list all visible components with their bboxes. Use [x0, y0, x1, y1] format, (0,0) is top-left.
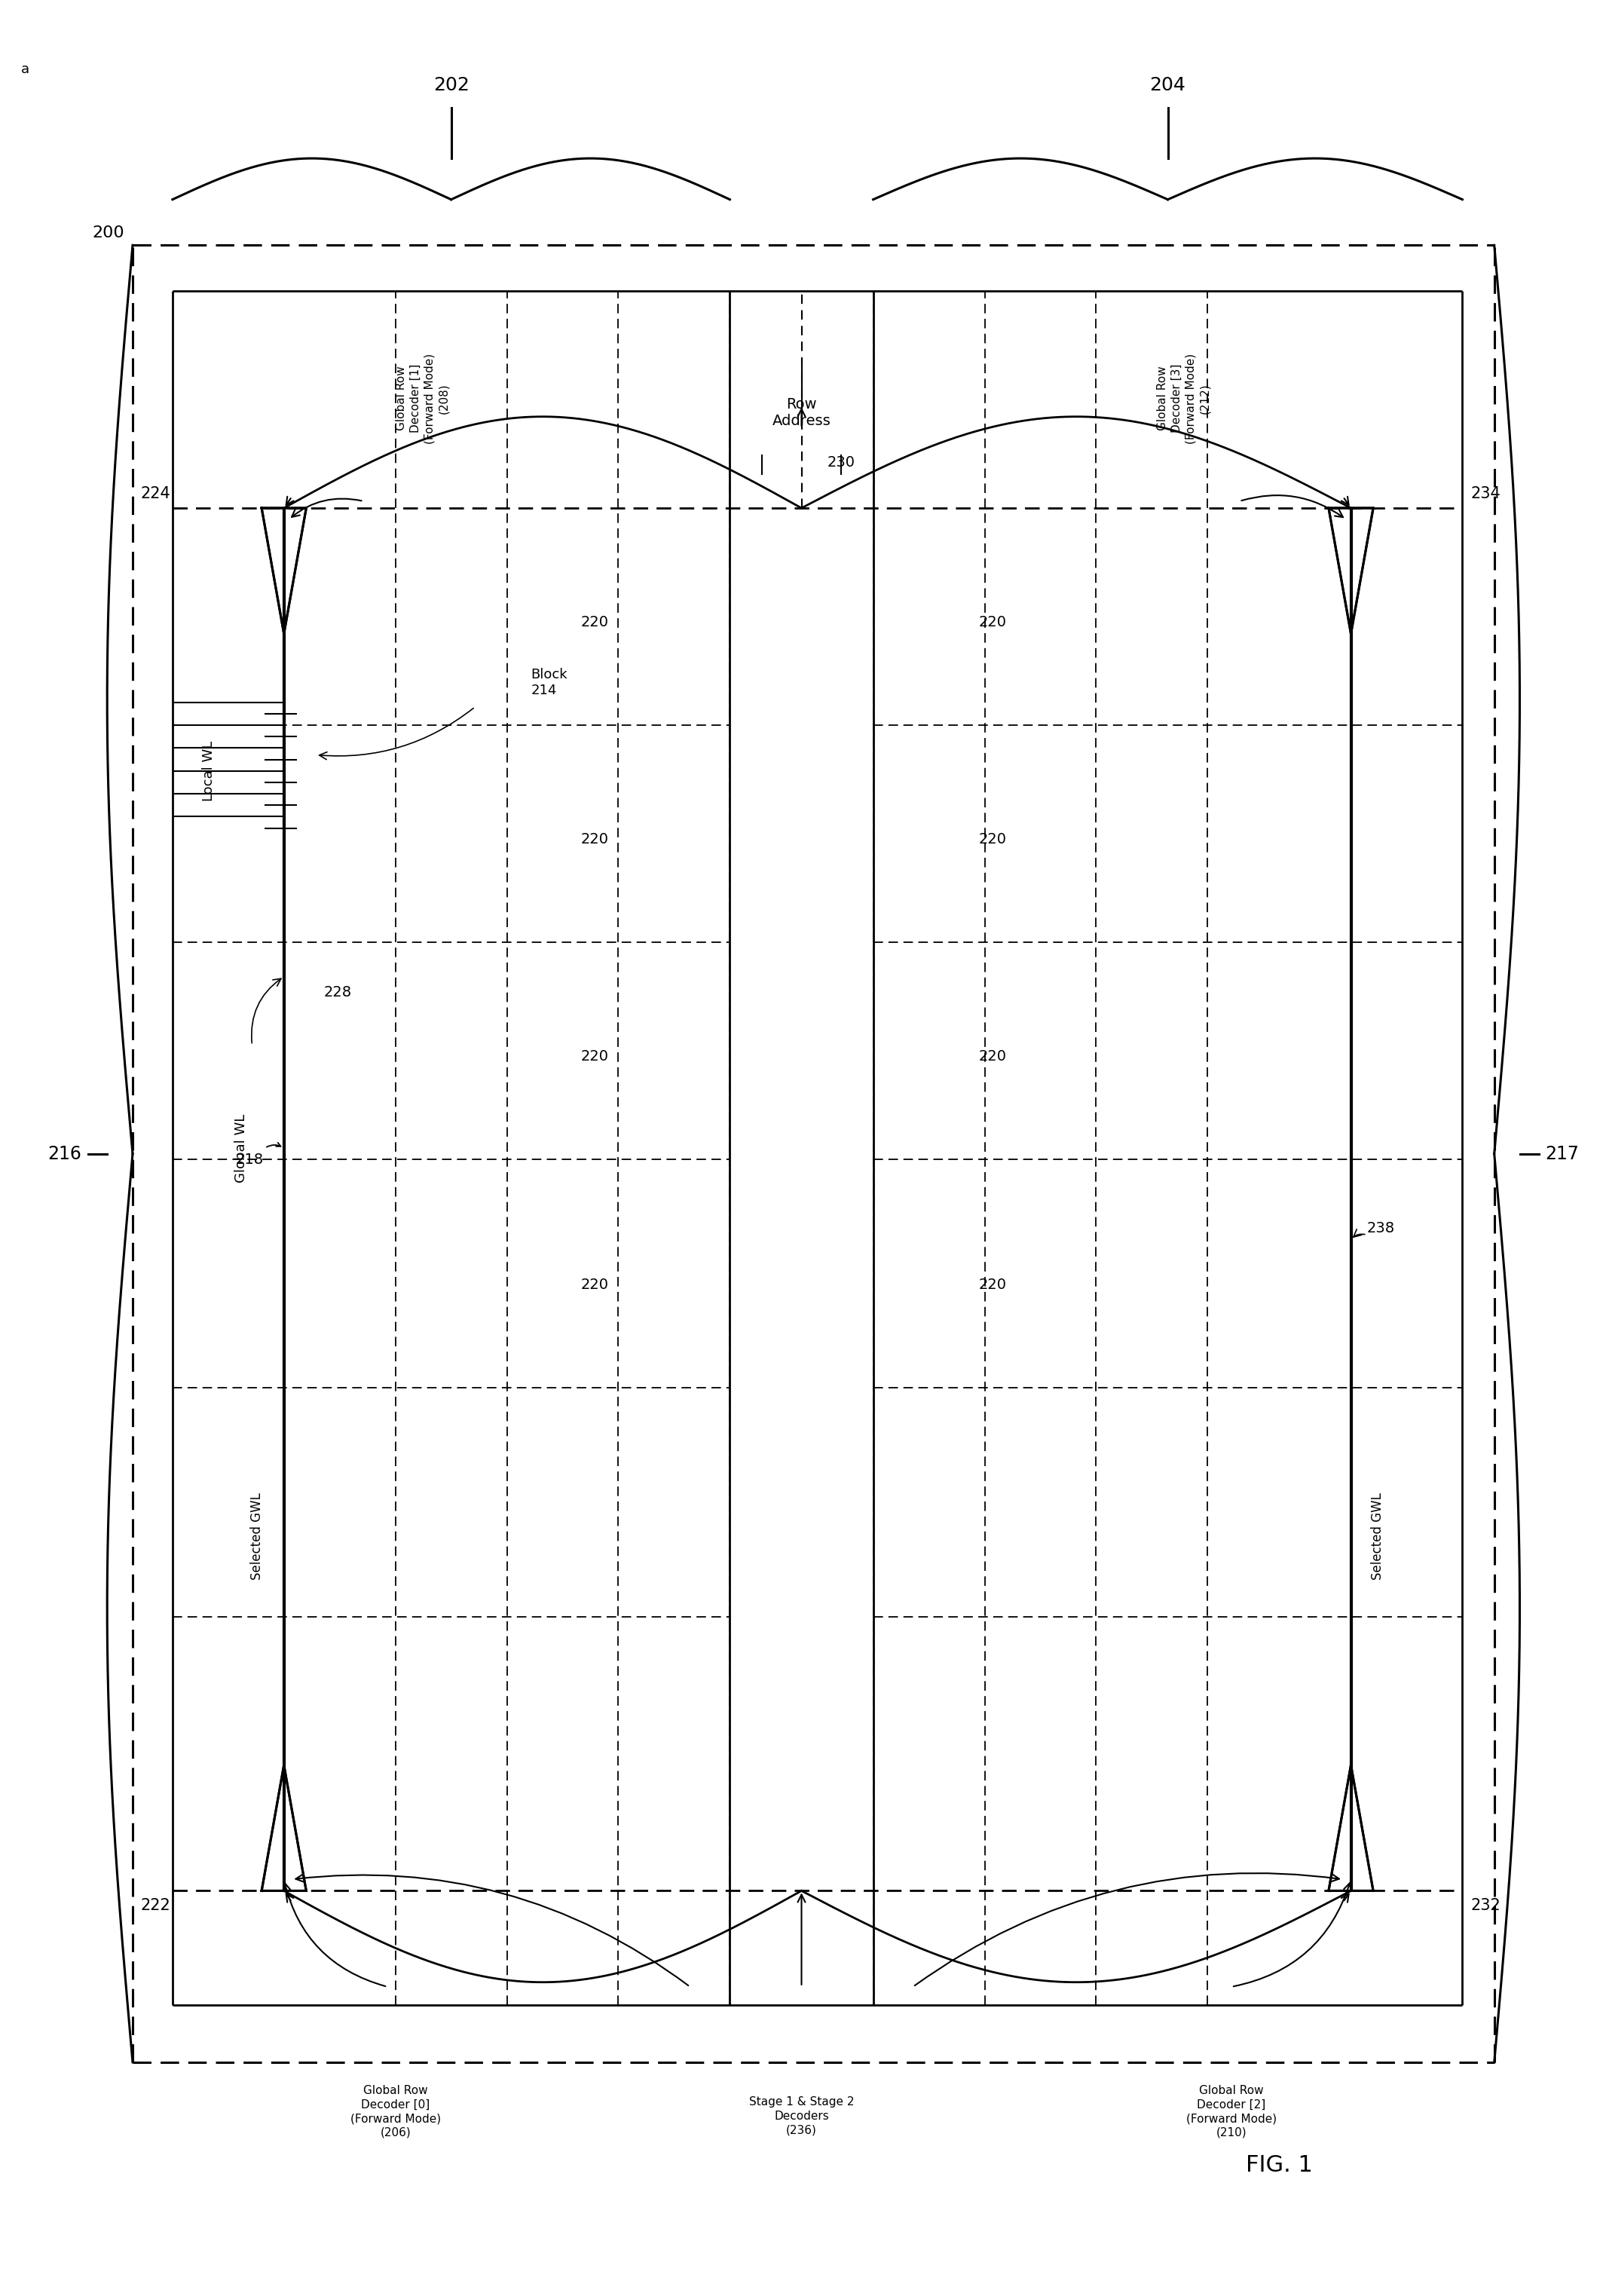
- Polygon shape: [1329, 1766, 1374, 1892]
- Text: 200: 200: [93, 225, 125, 241]
- Text: Row
Address: Row Address: [773, 397, 830, 427]
- Text: 220: 220: [580, 1279, 609, 1293]
- Text: 202: 202: [433, 76, 470, 94]
- Text: 217: 217: [1545, 1146, 1579, 1162]
- Text: 220: 220: [979, 831, 1007, 847]
- Text: Selected GWL: Selected GWL: [1371, 1492, 1385, 1580]
- Text: 220: 220: [580, 615, 609, 629]
- Text: 224: 224: [141, 487, 170, 501]
- Text: Global Row
Decoder [2]
(Forward Mode)
(210): Global Row Decoder [2] (Forward Mode) (2…: [1186, 2085, 1276, 2138]
- Text: 220: 220: [979, 1049, 1007, 1063]
- Text: 220: 220: [580, 831, 609, 847]
- Text: 238: 238: [1367, 1221, 1395, 1235]
- Text: Global WL: Global WL: [234, 1114, 248, 1182]
- Polygon shape: [261, 507, 306, 634]
- Text: 234: 234: [1470, 487, 1500, 501]
- Text: 220: 220: [979, 615, 1007, 629]
- Text: Local WL: Local WL: [202, 742, 216, 801]
- Text: 220: 220: [580, 1049, 609, 1063]
- Text: 218: 218: [236, 1153, 263, 1166]
- Text: 232: 232: [1470, 1899, 1500, 1913]
- Text: 204: 204: [1149, 76, 1186, 94]
- Text: 228: 228: [324, 985, 351, 999]
- Text: Global Row
Decoder [3]
(Forward Mode)
(212): Global Row Decoder [3] (Forward Mode) (2…: [1157, 354, 1210, 443]
- Text: a: a: [21, 62, 29, 76]
- Text: 230: 230: [827, 455, 854, 468]
- Text: 220: 220: [979, 1279, 1007, 1293]
- Text: Selected GWL: Selected GWL: [250, 1492, 263, 1580]
- Text: FIG. 1: FIG. 1: [1246, 2154, 1313, 2177]
- Text: 216: 216: [48, 1146, 82, 1162]
- Text: Block
214: Block 214: [531, 668, 567, 698]
- Text: Global Row
Decoder [0]
(Forward Mode)
(206): Global Row Decoder [0] (Forward Mode) (2…: [349, 2085, 441, 2138]
- Text: 222: 222: [141, 1899, 170, 1913]
- Text: Global Row
Decoder [1]
(Forward Mode)
(208): Global Row Decoder [1] (Forward Mode) (2…: [396, 354, 449, 443]
- Text: Stage 1 & Stage 2
Decoders
(236): Stage 1 & Stage 2 Decoders (236): [749, 2096, 854, 2135]
- Polygon shape: [261, 1766, 306, 1892]
- Polygon shape: [1329, 507, 1374, 634]
